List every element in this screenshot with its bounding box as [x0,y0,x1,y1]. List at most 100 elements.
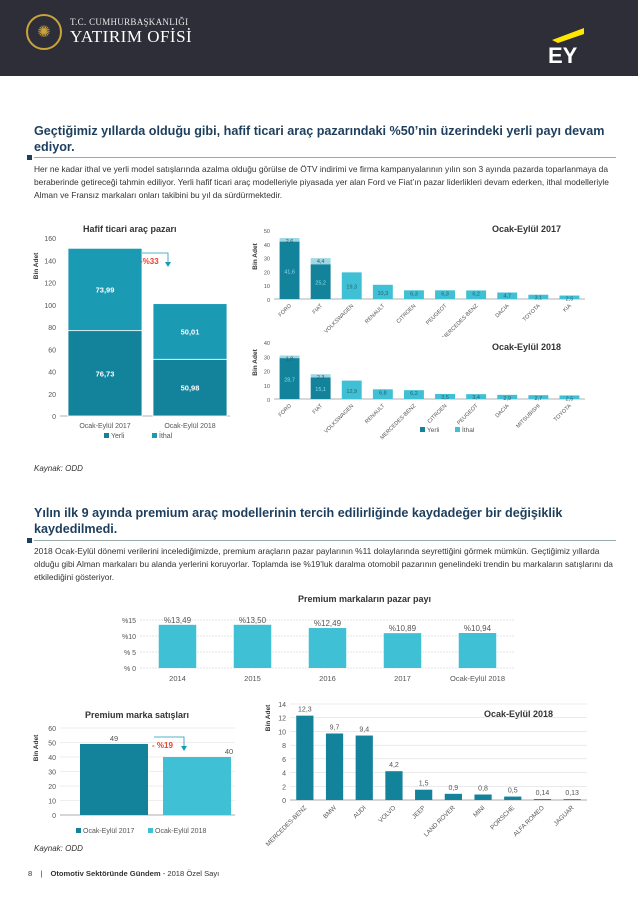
section1-heading: Geçtiğimiz yıllarda olduğu gibi, hafif t… [34,124,605,154]
y-tick-label: 0 [282,798,286,805]
bar-value-label: 12,3 [298,707,312,714]
brand-bar-segment [435,394,456,399]
bar-value-label: 6,2 [410,391,418,397]
bar-value-label: 76,73 [96,369,115,378]
y-tick-label: 0 [52,813,56,820]
y-tick-label: 10 [48,799,56,806]
bar-value-label: 0,8 [478,786,488,793]
bar-value-label: %10,89 [389,624,417,633]
bar-value-label: %12,49 [314,619,342,628]
brand-bar-segment [528,395,549,399]
bar-value-label: 28,7 [284,378,295,384]
x-tick-label: VOLVO [377,804,397,824]
legend-swatch-2018 [148,828,153,833]
stacked-bar-segment [152,303,228,360]
bar-value-label: 1,8 [286,357,294,363]
bar-value-label: 2,7 [535,396,543,402]
x-tick-label: ALFA ROMEO [512,804,546,838]
x-tick-label: BMW [322,804,338,820]
x-tick-label: AUDI [352,804,368,820]
publication-title: Otomotiv Sektöründe Gündem [50,869,161,878]
y-axis-label: Bin Adet [265,704,272,731]
x-tick-label: CITROEN [396,303,418,325]
bar-value-label: 19,3 [346,285,357,291]
y-tick-label: %10 [122,634,136,641]
x-tick-label: 2014 [169,674,186,683]
x-tick-label: 2017 [394,674,411,683]
brand-bar-segment [310,264,331,299]
chart6-title: Ocak-Eylül 2018 [484,709,554,719]
chart5-title: Premium marka satışları [85,710,190,720]
annotation-arrow [142,252,169,264]
brands-2017-chart: 0 10 20 30 40 50 Bin Adet 41,6 2,6 FORD 25,2 4,4 FIA… [252,229,585,337]
y-tick-label: 2 [282,784,286,791]
premium-brands-2018-chart: 0 2 4 6 8 10 12 14 Bin Adet 12,3 MERCEDES-BENZ 9,7 B… [265,702,587,848]
legend-label-2018: Ocak-Eylül 2018 [155,828,206,835]
x-tick-label: PORSCHE [489,804,516,831]
sales-bar [80,743,148,815]
legend-swatch-yerli [104,433,109,438]
x-tick-label: MINI [472,804,487,819]
y-tick-label: 160 [44,236,56,243]
x-tick-label: DACIA [495,303,511,319]
bar-value-label: 2,9 [503,396,511,402]
x-tick-label: RENAULT [364,403,387,426]
legend-label-yerli: Yerli [111,433,125,440]
y-tick-label: 0 [267,298,270,304]
bar-value-label: 2,3 [317,375,325,381]
share-bar [233,624,272,668]
section1-source: Kaynak: ODD [34,464,83,473]
premium-share-chart: % 0 % 5 %10 %15 %13,49 2014 %13,50 2015 %12,49 20… [122,616,515,683]
x-tick-label: KIA [562,303,573,314]
x-tick-label: FIAT [312,403,325,416]
x-tick-label: PEUGEOT [456,403,480,427]
x-tick-label: VOLKSWAGEN [323,403,355,435]
x-tick-label: LAND ROVER [423,804,457,838]
brand-bar-segment [341,380,362,399]
bar-value-label: 73,99 [96,285,115,294]
y-axis-label: Bin Adet [33,734,40,761]
y-tick-label: 80 [48,325,56,332]
page-number: 8 [28,869,33,878]
y-tick-label: 100 [44,303,56,310]
legend-swatch-2017 [76,828,81,833]
stacked-bar-segment [67,247,143,332]
yatirim-ofisi-logo: ✺ T.C. CUMHURBAŞKANLIĞI YATIRIM OFİSİ [26,14,192,50]
share-bar [158,624,197,668]
brand-bar-segment [497,394,518,399]
section-bullet [27,155,32,160]
share-bar [383,633,422,668]
annotation-arrowhead [181,746,187,751]
bar-value-label: 4,4 [317,259,325,265]
page-header: ✺ T.C. CUMHURBAŞKANLIĞI YATIRIM OFİSİ EY [0,0,638,76]
x-tick-label: Ocak-Eylül 2017 [79,423,130,430]
bar-value-label: 2,5 [566,396,574,402]
y-tick-label: 12 [278,716,286,723]
bar-value-label: 50,98 [181,384,200,393]
brand-bar-segment [466,394,487,399]
y-tick-label: 30 [264,355,270,361]
bar-value-label: 10,3 [377,291,388,297]
page-footer: 8 | Otomotiv Sektöründe Gündem - 2018 Öz… [28,869,219,878]
x-tick-label: MITSUBISHI [515,403,542,430]
brand-bar [355,735,373,800]
footer-separator: | [40,869,43,878]
x-tick-label: MERCEDES-BENZ [265,804,309,848]
bar-value-label: 4,2 [389,762,399,769]
brand-bar [563,799,581,800]
y-tick-label: 20 [48,392,56,399]
brand-bar-segment [310,377,331,399]
brand-bar [474,794,492,800]
chart3-title: Ocak-Eylül 2018 [492,342,562,352]
annotation-arrow [154,736,185,748]
brand-bar-segment [279,241,300,299]
brand-bar-segment [403,290,424,299]
brand-bar-segment [341,272,362,299]
bar-value-label: 49 [110,734,118,743]
bar-value-label: 6,3 [441,291,449,297]
y-tick-label: 6 [282,757,286,764]
brand-bar-segment [497,292,518,299]
y-tick-label: 8 [282,743,286,750]
brand-bar-segment [528,294,549,299]
brands-2018-chart: 0 10 20 30 40 Bin Adet 28,7 1,8 FORD 15,1 2,3 FIAT 1… [252,341,585,440]
